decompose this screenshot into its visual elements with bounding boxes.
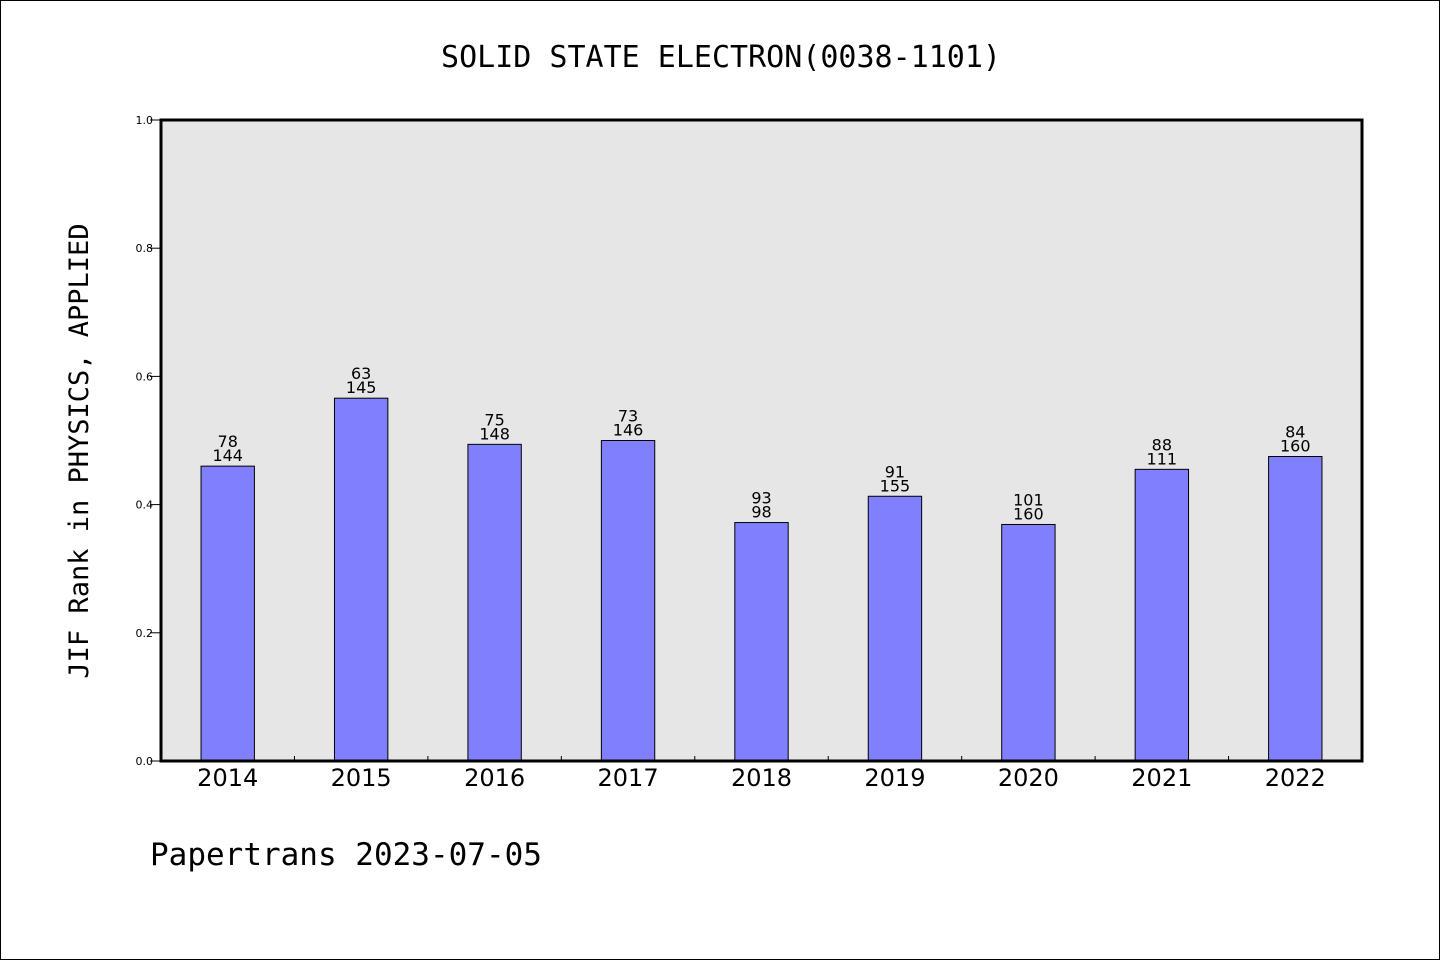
bar-total-label: 148 [479, 424, 510, 443]
x-tick-label: 2017 [598, 764, 659, 792]
y-tick-label: 0.8 [136, 242, 154, 255]
bar-total-label: 111 [1147, 449, 1178, 468]
bar-rank-label: 101 [1013, 490, 1044, 509]
footer-text: Papertrans 2023-07-05 [150, 837, 542, 873]
bar-total-label: 155 [880, 476, 911, 495]
y-tick-label: 0.2 [136, 627, 154, 640]
bar-2018 [734, 522, 789, 762]
chart-title: SOLID STATE ELECTRON(0038-1101) [441, 40, 1001, 75]
x-tick-label: 2022 [1265, 764, 1326, 792]
bar-2022 [1268, 456, 1323, 762]
x-tick-label: 2016 [464, 764, 525, 792]
y-tick-label: 1.0 [136, 114, 154, 127]
bar-2021 [1134, 468, 1190, 762]
x-tick-label: 2014 [197, 764, 258, 792]
bar-total-label: 160 [1280, 437, 1311, 456]
x-tick-label: 2018 [731, 764, 792, 792]
bar-2016 [467, 443, 522, 762]
plot-border [159, 118, 1364, 763]
y-tick-label: 0.0 [136, 755, 154, 768]
x-tick-label: 2015 [331, 764, 392, 792]
y-tick-label: 0.6 [136, 370, 154, 383]
bar-rank-label: 75 [484, 410, 504, 429]
bar-rank-label: 84 [1285, 423, 1305, 442]
bar-total-label: 98 [751, 503, 771, 522]
x-tick-label: 2021 [1131, 764, 1192, 792]
bar-2015 [333, 397, 389, 762]
bar-rank-label: 78 [218, 432, 238, 451]
y-tick-label: 0.4 [136, 499, 154, 512]
x-tick-label: 2020 [998, 764, 1059, 792]
chart-marks: 0.00.20.40.60.81.07814420146314520157514… [136, 114, 1363, 792]
bar-2017 [600, 440, 656, 762]
bar-rank-label: 93 [751, 489, 771, 508]
bar-total-label: 145 [346, 378, 377, 397]
bar-2019 [867, 495, 923, 762]
bar-total-label: 160 [1013, 504, 1044, 523]
bar-total-label: 146 [613, 421, 644, 440]
x-tick-label: 2019 [864, 764, 925, 792]
bar-2020 [1001, 523, 1056, 762]
bar-total-label: 144 [212, 446, 243, 465]
bar-rank-label: 73 [618, 407, 638, 426]
bar-2014 [200, 465, 255, 762]
y-axis-label: JIF Rank in PHYSICS, APPLIED [64, 223, 95, 678]
bar-rank-label: 91 [885, 462, 905, 481]
bar-rank-label: 63 [351, 364, 371, 383]
bar-rank-label: 88 [1152, 435, 1172, 454]
